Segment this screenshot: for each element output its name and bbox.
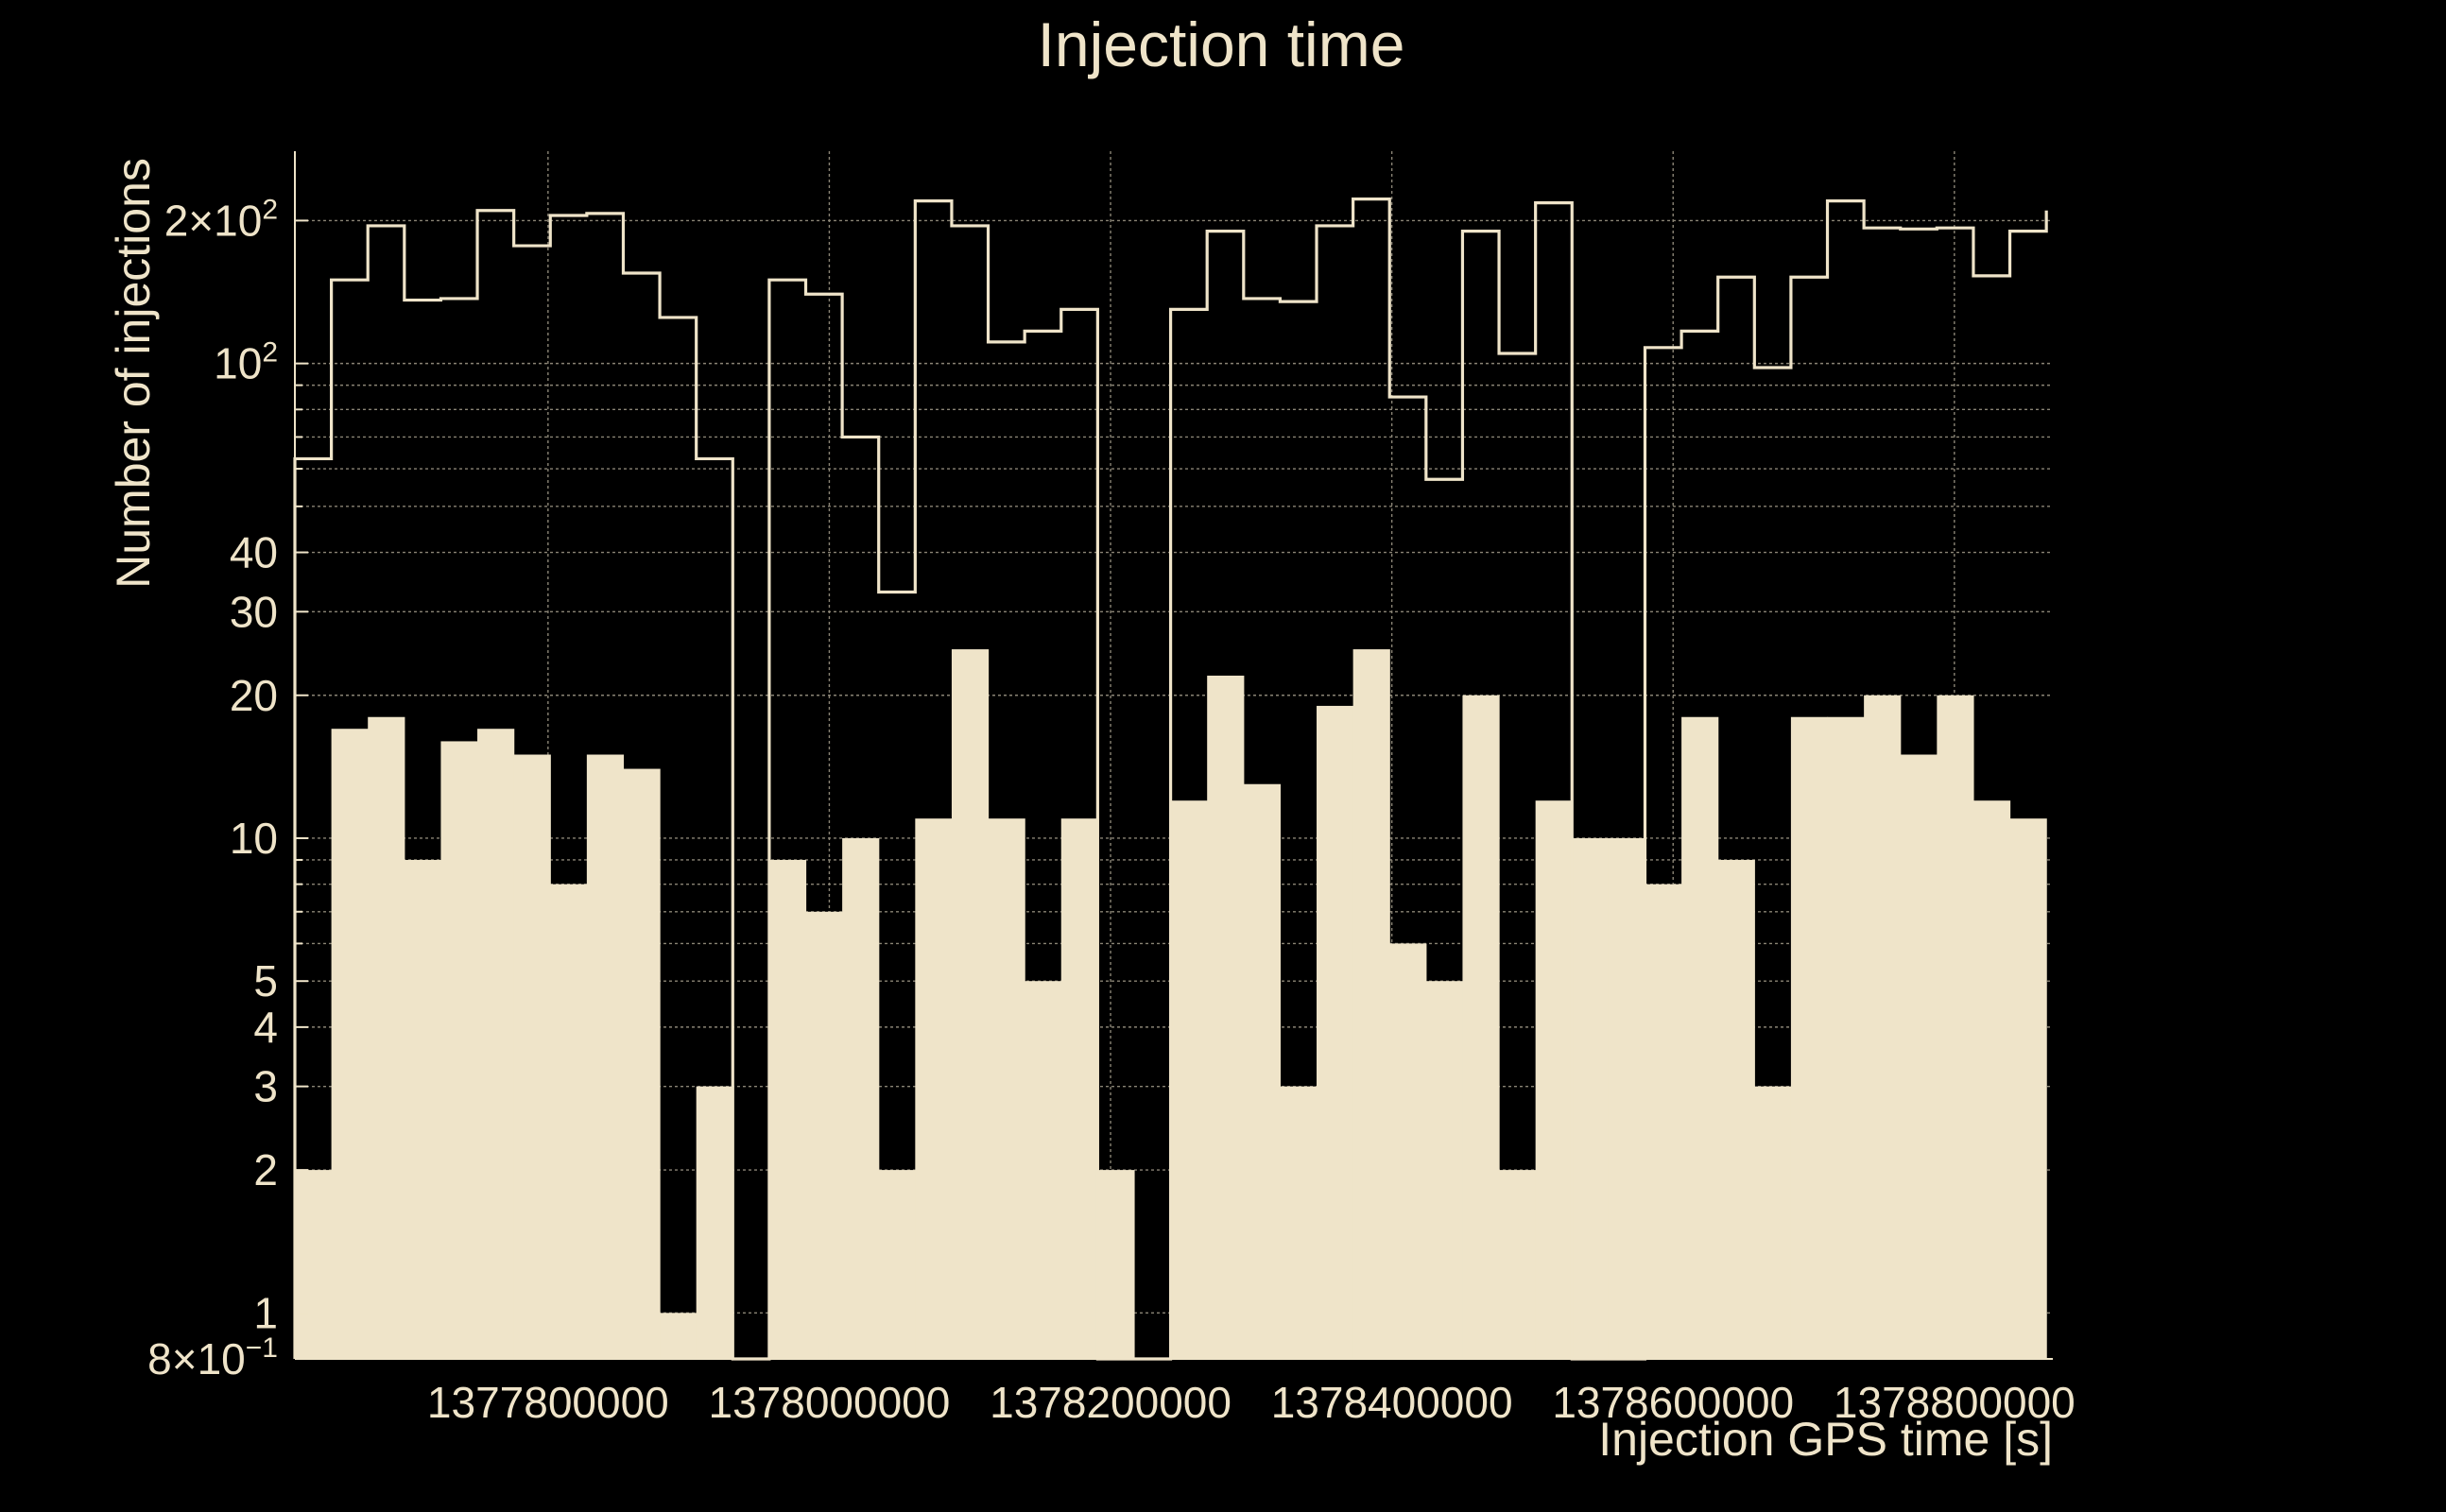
- histogram-bar: [477, 729, 515, 1359]
- histogram-bar: [768, 859, 807, 1359]
- y-tick-label: 2: [253, 1145, 278, 1194]
- histogram-bar: [1243, 783, 1282, 1359]
- histogram-bar: [1425, 981, 1464, 1359]
- x-tick-label: 1378400000: [1271, 1378, 1513, 1427]
- histogram-bar: [842, 837, 880, 1359]
- tick-labels: 8×10−11 2 3 45 10 20 30 40 102 2×102 1377800000 137…: [147, 194, 2076, 1427]
- y-tick-label: 10: [230, 814, 278, 863]
- histogram-bar: [951, 649, 990, 1359]
- axes-frame: [294, 151, 2053, 1360]
- histogram-bar: [623, 768, 661, 1359]
- histogram-bar: [1864, 695, 1902, 1359]
- histogram-bar: [1352, 649, 1390, 1359]
- histogram-bar: [1025, 981, 1062, 1359]
- y-tick-exponent: 2: [262, 337, 278, 369]
- chart-title: Injection time: [1038, 9, 1405, 79]
- y-tick-label: 20: [230, 671, 278, 720]
- y-tick-label: 8×10−1: [147, 1332, 278, 1383]
- y-tick-label: 3: [253, 1062, 278, 1111]
- histogram-bar: [295, 1170, 333, 1359]
- x-tick-label: 1377800000: [427, 1378, 669, 1427]
- filled-histogram: [295, 649, 2047, 1359]
- y-tick-label: 102: [214, 337, 278, 388]
- y-tick-exponent: 2: [262, 194, 278, 225]
- x-tick-label: 1378200000: [990, 1378, 1232, 1427]
- histogram-bar: [915, 818, 953, 1359]
- y-tick-label: 40: [230, 528, 278, 577]
- histogram-bar: [1608, 837, 1646, 1359]
- x-tick-label: 1378600000: [1552, 1378, 1794, 1427]
- y-tick-label: 2×102: [164, 194, 278, 245]
- x-tick-label: 1378800000: [1834, 1378, 2076, 1427]
- histogram-bar: [1535, 800, 1573, 1359]
- x-tick-label: 1378000000: [709, 1378, 951, 1427]
- histogram-bar: [1681, 716, 1719, 1359]
- y-tick-label: 30: [230, 587, 278, 636]
- histogram-bar: [368, 716, 405, 1359]
- y-axis-label: Number of injections: [107, 158, 160, 589]
- histogram-bar: [440, 741, 478, 1359]
- histogram-bar: [1170, 800, 1208, 1359]
- histogram-bar: [1572, 837, 1610, 1359]
- histogram-bar: [805, 911, 843, 1359]
- histogram-bar: [404, 859, 442, 1359]
- histogram-bar: [1972, 800, 2011, 1359]
- histogram-bar: [1790, 716, 1829, 1359]
- histogram-bar: [1462, 695, 1500, 1359]
- histogram-bar: [696, 1086, 733, 1359]
- histogram-bar: [550, 884, 588, 1359]
- histogram-bar: [1900, 754, 1938, 1359]
- step-histogram: [293, 198, 2048, 1361]
- histogram-bar: [1097, 1170, 1135, 1359]
- histogram-bar: [331, 729, 369, 1359]
- histogram-bar: [1717, 859, 1755, 1359]
- y-tick-label: 4: [253, 1003, 278, 1052]
- y-tick-label: 1: [253, 1288, 278, 1337]
- histogram-bar: [1499, 1170, 1537, 1359]
- histogram-bar: [1754, 1086, 1792, 1359]
- histogram-bar: [586, 754, 625, 1359]
- histogram-bar: [1389, 943, 1427, 1359]
- histogram-bar: [878, 1170, 916, 1359]
- histogram-bar: [1207, 675, 1245, 1359]
- histogram-bar: [1060, 818, 1098, 1359]
- histogram-bar: [1317, 705, 1354, 1359]
- histogram-bar: [660, 1313, 698, 1359]
- histogram-bar: [513, 754, 551, 1359]
- histogram-bar: [1280, 1086, 1318, 1359]
- y-tick-label: 5: [253, 956, 278, 1005]
- histogram-bar: [1937, 695, 1974, 1359]
- histogram-bar: [2009, 818, 2047, 1359]
- histogram-bar: [1645, 884, 1682, 1359]
- histogram-bar: [988, 818, 1025, 1359]
- histogram-bar: [1827, 716, 1865, 1359]
- x-axis-label: Injection GPS time [s]: [1598, 1413, 2053, 1466]
- step-line: [293, 198, 2048, 1361]
- y-tick-exponent: −1: [246, 1332, 278, 1364]
